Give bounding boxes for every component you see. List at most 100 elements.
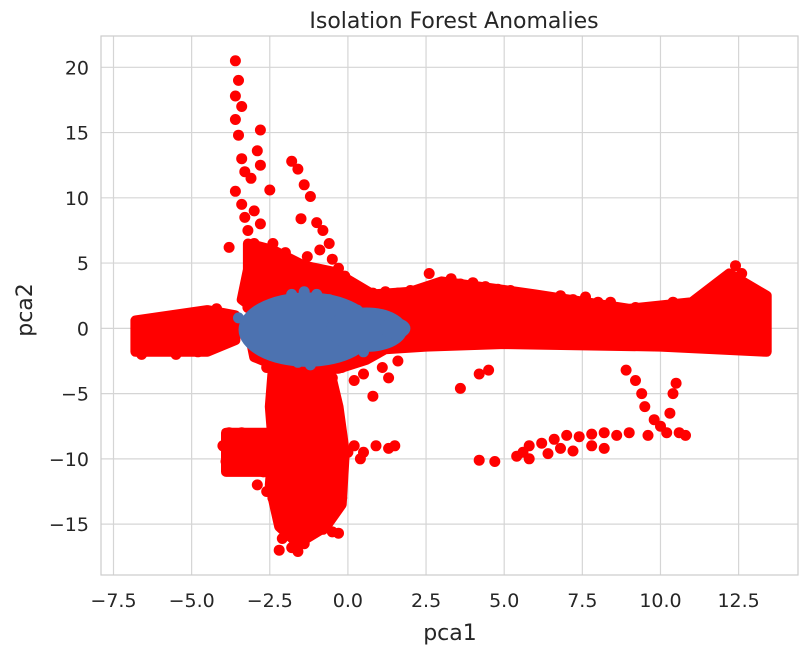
- anomaly-point: [670, 377, 682, 389]
- anomaly-point: [186, 335, 198, 347]
- anomaly-point: [254, 218, 266, 230]
- anomaly-point: [423, 268, 435, 279]
- anomaly-point: [301, 414, 313, 426]
- anomaly-point: [223, 427, 235, 439]
- anomaly-point: [217, 440, 229, 452]
- anomaly-point: [742, 283, 754, 295]
- point-layer: [133, 55, 770, 557]
- anomaly-point: [504, 285, 516, 296]
- anomaly-point: [436, 329, 448, 341]
- anomaly-point: [336, 362, 348, 373]
- anomaly-point: [308, 492, 319, 504]
- anomaly-point: [317, 499, 329, 510]
- anomaly-point: [258, 466, 269, 478]
- anomaly-point: [592, 296, 604, 308]
- anomaly-point: [323, 466, 335, 478]
- anomaly-point: [467, 277, 479, 289]
- anomaly-point: [605, 317, 616, 329]
- anomaly-point: [251, 442, 263, 454]
- anomaly-point: [642, 304, 654, 316]
- anomaly-point: [208, 333, 219, 345]
- anomaly-point: [173, 318, 185, 330]
- anomaly-point: [736, 268, 748, 279]
- anomaly-point: [667, 296, 679, 308]
- anomaly-point: [398, 309, 410, 321]
- anomaly-point: [623, 320, 635, 332]
- normal-cluster: [379, 317, 411, 339]
- anomaly-point: [289, 476, 301, 488]
- anomaly-point: [445, 273, 457, 285]
- anomaly-point: [229, 114, 241, 125]
- anomaly-point: [270, 381, 282, 393]
- anomaly-point: [617, 303, 629, 315]
- anomaly-point: [354, 287, 366, 299]
- anomaly-point: [148, 342, 160, 354]
- anomaly-point: [283, 398, 294, 410]
- anomaly-point: [326, 372, 338, 384]
- anomaly-point: [311, 401, 323, 413]
- anomaly-point: [254, 247, 266, 259]
- anomaly-point: [276, 372, 288, 384]
- anomaly-point: [417, 312, 429, 324]
- anomaly-point: [686, 330, 698, 342]
- anomaly-point: [548, 433, 560, 445]
- anomaly-point: [236, 427, 248, 439]
- anomaly-point: [370, 440, 382, 452]
- anomaly-point: [561, 429, 573, 441]
- x-axis-label: pca1: [423, 621, 477, 646]
- anomaly-point: [383, 372, 395, 384]
- x-tick-labels: −7.5 −5.0 −2.5 0.0 2.5 5.0 7.5 10.0 12.5: [90, 590, 759, 612]
- anomaly-point: [473, 454, 485, 466]
- anomaly-point: [705, 290, 716, 302]
- anomaly-point: [536, 437, 548, 449]
- anomaly-point: [454, 382, 466, 394]
- anomaly-point: [454, 312, 466, 324]
- anomaly-point: [479, 281, 491, 293]
- anomaly-point: [592, 330, 604, 342]
- anomaly-point: [261, 362, 273, 373]
- anomaly-point: [133, 335, 144, 347]
- anomaly-point: [317, 225, 329, 236]
- anomaly-point: [170, 348, 182, 360]
- anomaly-point: [333, 472, 344, 484]
- anomaly-point: [545, 326, 557, 338]
- anomaly-point: [276, 533, 288, 544]
- x-tick-label: 10.0: [639, 590, 681, 612]
- anomaly-point: [286, 155, 298, 167]
- anomaly-point: [254, 124, 266, 136]
- anomaly-point: [567, 316, 579, 328]
- anomaly-point: [289, 261, 301, 273]
- anomaly-point: [492, 313, 504, 325]
- anomaly-point: [376, 362, 388, 373]
- anomaly-point: [586, 318, 598, 330]
- anomaly-point: [755, 335, 766, 347]
- anomaly-point: [273, 544, 285, 556]
- anomaly-point: [367, 390, 379, 402]
- anomaly-point: [436, 315, 448, 326]
- anomaly-point: [530, 290, 541, 302]
- anomaly-point: [336, 492, 348, 504]
- anomaly-point: [655, 329, 666, 341]
- y-tick-label: −15: [49, 514, 89, 536]
- anomaly-point: [751, 316, 763, 328]
- anomaly-point: [311, 512, 323, 524]
- anomaly-point: [561, 329, 573, 341]
- anomaly-point: [317, 277, 329, 289]
- anomaly-point: [329, 453, 341, 465]
- anomaly-point: [223, 241, 235, 253]
- anomaly-point: [217, 325, 229, 337]
- anomaly-point: [261, 257, 273, 269]
- anomaly-point: [217, 316, 229, 328]
- anomaly-point: [317, 523, 329, 535]
- anomaly-point: [273, 427, 285, 439]
- anomaly-point: [492, 283, 504, 295]
- anomaly-point: [611, 429, 623, 441]
- anomaly-point: [517, 288, 529, 300]
- y-tick-label: 20: [65, 57, 89, 79]
- anomaly-point: [267, 238, 279, 249]
- anomaly-point: [467, 329, 479, 341]
- anomaly-point: [348, 440, 360, 452]
- anomaly-point: [586, 440, 598, 452]
- anomaly-point: [220, 456, 232, 467]
